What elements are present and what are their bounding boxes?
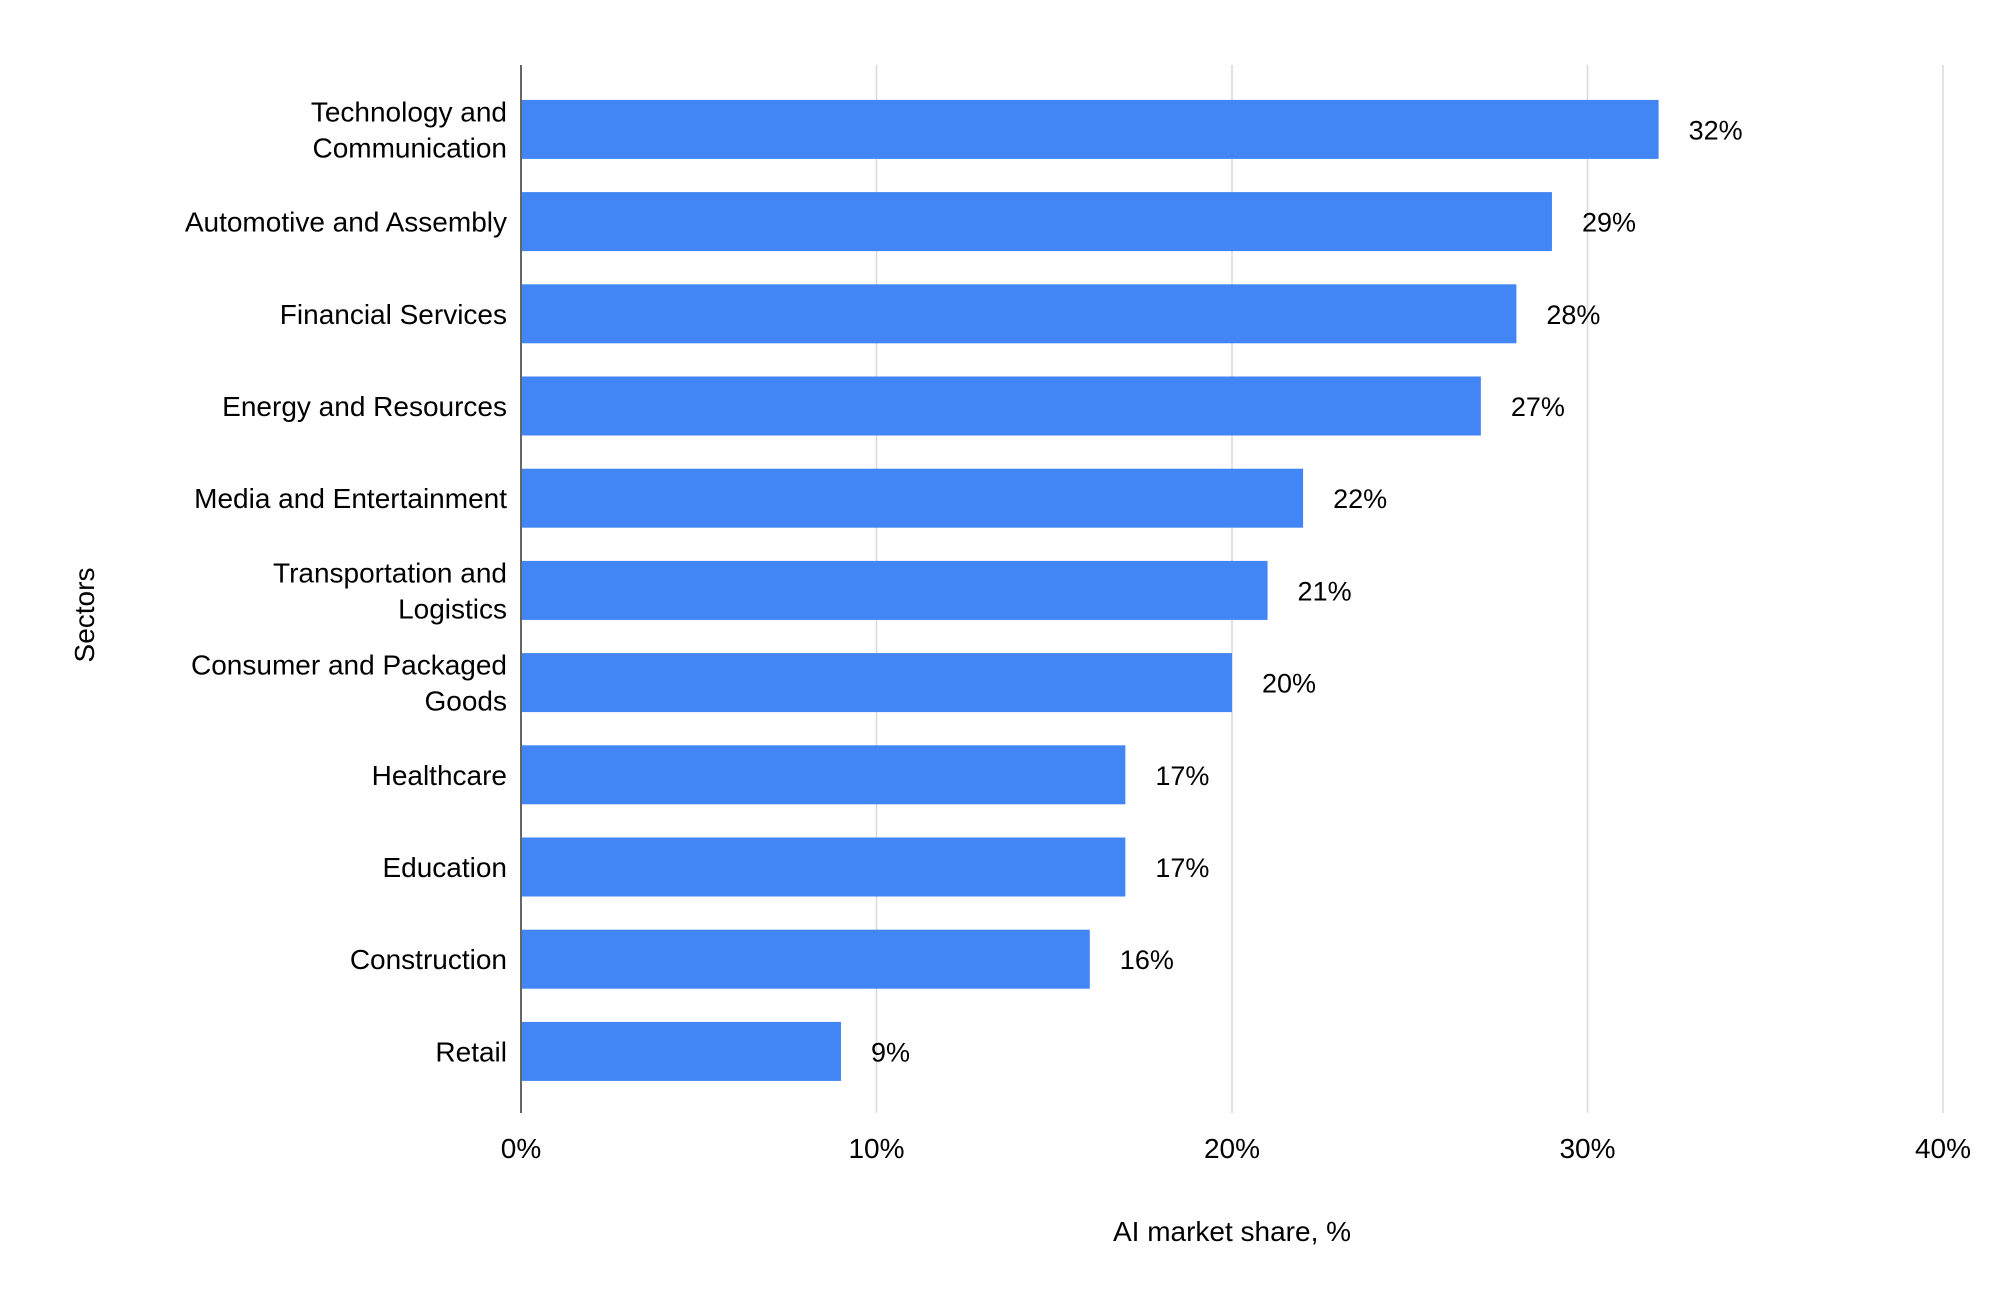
category-label: Energy and Resources — [222, 391, 507, 422]
data-label: 17% — [1155, 853, 1209, 883]
bar — [522, 745, 1126, 805]
data-label: 32% — [1689, 115, 1743, 145]
category-label: Retail — [435, 1036, 507, 1067]
bar — [522, 837, 1126, 897]
category-label: Financial Services — [280, 299, 507, 330]
category-label: Education — [382, 852, 507, 883]
x-tick-label: 20% — [1204, 1133, 1260, 1164]
data-label: 20% — [1262, 669, 1316, 699]
data-label: 21% — [1298, 576, 1352, 606]
bar — [522, 192, 1552, 252]
bar — [522, 1021, 841, 1081]
data-label: 9% — [871, 1037, 910, 1067]
bar — [522, 376, 1481, 436]
data-label: 27% — [1511, 392, 1565, 422]
data-label: 17% — [1155, 761, 1209, 791]
y-axis-label: Sectors — [69, 568, 100, 663]
bars: 32% Technology and Communication 29% Automot… — [185, 96, 1743, 1081]
data-label: 16% — [1120, 945, 1174, 975]
data-label: 22% — [1333, 484, 1387, 514]
category-label: Consumer and Packaged Goods — [191, 650, 507, 717]
category-label: Construction — [350, 944, 507, 975]
category-label: Automotive and Assembly — [185, 207, 507, 238]
category-label: Media and Entertainment — [194, 483, 507, 514]
bar — [522, 468, 1304, 528]
category-label: Healthcare — [372, 760, 507, 791]
x-tick-label: 10% — [848, 1133, 904, 1164]
data-label: 29% — [1582, 208, 1636, 238]
category-label: Technology and Communication — [311, 96, 507, 163]
bar — [522, 560, 1268, 620]
data-label: 28% — [1546, 300, 1600, 330]
bar — [522, 284, 1517, 344]
x-tick-label: 0% — [501, 1133, 541, 1164]
bar — [522, 653, 1232, 713]
bar — [522, 99, 1659, 159]
x-tick-labels: 0% 10% 20% 30% 40% — [501, 1133, 1971, 1164]
x-axis-label: AI market share, % — [1113, 1216, 1351, 1247]
bar — [522, 929, 1090, 989]
x-tick-label: 40% — [1915, 1133, 1971, 1164]
category-label: Transportation and Logistics — [273, 557, 507, 624]
x-tick-label: 30% — [1559, 1133, 1615, 1164]
